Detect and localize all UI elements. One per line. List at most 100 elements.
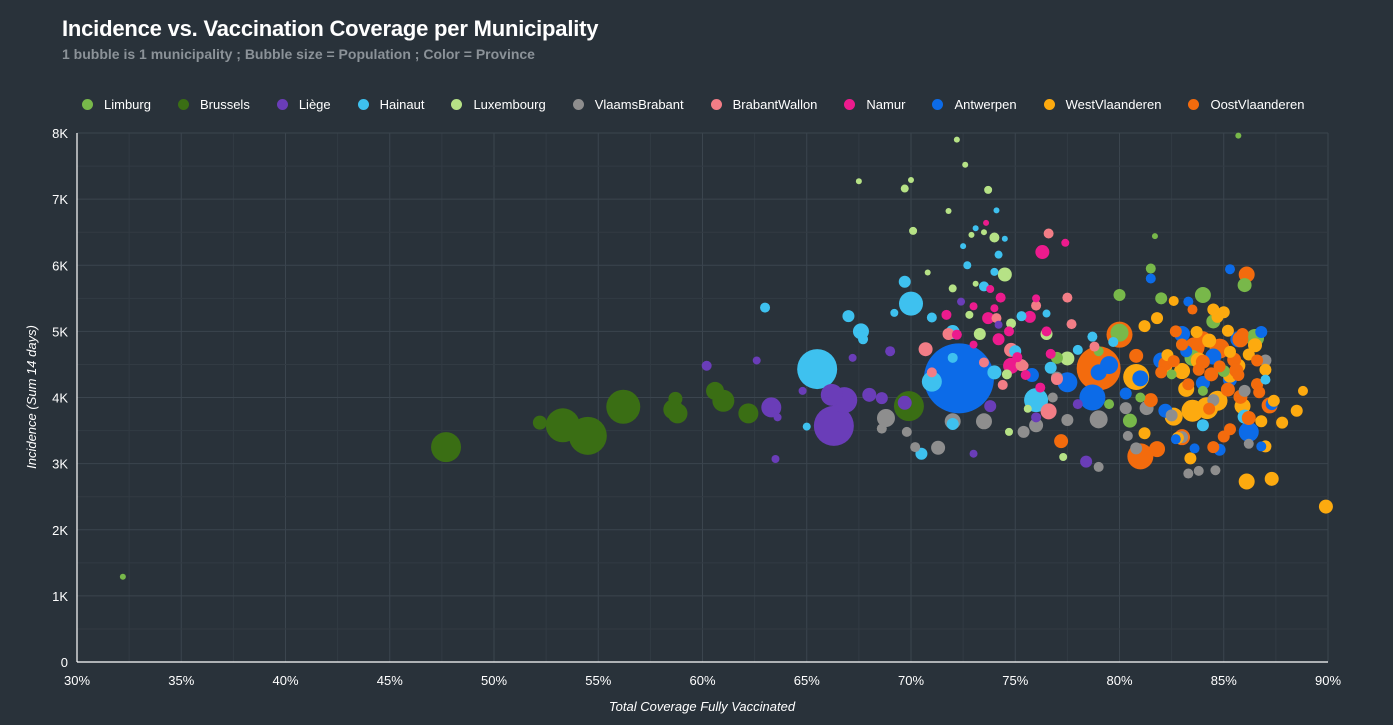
bubble-point (1197, 385, 1208, 396)
bubble-point (1062, 292, 1073, 303)
bubble-point (994, 250, 1003, 259)
bubble-point (1042, 309, 1051, 318)
legend-item[interactable]: Liège (276, 97, 331, 112)
bubble-point (1253, 386, 1266, 399)
bubble-point (1196, 419, 1209, 432)
bubble-point (984, 400, 997, 413)
bubble-point (1224, 423, 1237, 436)
legend-label: WestVlaanderen (1065, 96, 1162, 112)
bubble-point (890, 308, 899, 317)
x-axis-label: Total Coverage Fully Vaccinated (609, 699, 796, 714)
legend-swatch (1188, 98, 1200, 110)
bubble-point (991, 313, 1002, 324)
bubble-point (1238, 421, 1259, 442)
bubble-point (738, 403, 759, 424)
bubble-point (1207, 441, 1220, 454)
bubble-point (972, 280, 979, 287)
bubble-point (969, 449, 978, 458)
bubble-point (1017, 425, 1030, 438)
bubble-point (1236, 328, 1249, 341)
bubble-point (1210, 465, 1221, 476)
bubble-point (1080, 455, 1093, 468)
bubble-point (947, 352, 958, 363)
bubble-point (1090, 364, 1107, 381)
bubble-point (858, 334, 869, 345)
legend-swatch (451, 98, 463, 110)
bubble-point (931, 440, 946, 455)
y-tick-label: 8K (52, 126, 68, 141)
chart-title: Incidence vs. Vaccination Coverage per M… (62, 16, 599, 41)
bubble-point (969, 340, 978, 349)
legend-item[interactable]: Antwerpen (932, 97, 1017, 112)
bubble-point (1189, 443, 1200, 454)
legend-item[interactable]: WestVlaanderen (1043, 96, 1162, 112)
bubble-point (813, 405, 854, 446)
bubble-point (1050, 372, 1063, 385)
bubble-point (972, 225, 979, 232)
legend-item[interactable]: Brussels (177, 96, 250, 112)
bubble-point (993, 207, 1000, 214)
bubble-point (997, 379, 1008, 390)
bubble-point (1072, 399, 1083, 410)
bubble-point (969, 302, 978, 311)
bubble-point (668, 391, 683, 406)
legend-label: Brussels (199, 96, 250, 112)
bubble-point (1190, 326, 1203, 339)
bubble-point (984, 185, 993, 194)
bubble-point (1110, 323, 1129, 342)
bubble-point (978, 357, 989, 368)
legend-swatch (276, 98, 288, 110)
bubble-point (1267, 394, 1280, 407)
bubble-point (1182, 378, 1195, 391)
bubble-point (1203, 402, 1216, 415)
legend-item[interactable]: Hainaut (357, 97, 424, 112)
legend-swatch (844, 98, 856, 110)
bubble-point (960, 243, 967, 250)
bubble-point (926, 312, 937, 323)
bubble-point (1193, 465, 1204, 476)
legend-item[interactable]: BrabantWallon (710, 97, 817, 112)
bubble-point (1169, 325, 1182, 338)
bubble-point (898, 275, 911, 288)
bubble-point (1072, 344, 1083, 355)
legend-swatch (177, 98, 189, 110)
bubble-point (1119, 387, 1132, 400)
legend-item[interactable]: Luxembourg (451, 96, 546, 112)
bubble-point (924, 269, 931, 276)
y-tick-label: 7K (52, 192, 68, 207)
bubble-point (1119, 402, 1132, 415)
bubble-point (1202, 333, 1217, 348)
bubble-point (885, 346, 896, 357)
bubble-point (119, 573, 126, 580)
bubble-point (1187, 304, 1198, 315)
bubble-point (1032, 294, 1041, 303)
bubble-point (1129, 348, 1144, 363)
bubble-point (1135, 392, 1146, 403)
legend-item[interactable]: Limburg (82, 97, 151, 112)
bubble-point (1061, 238, 1070, 247)
bubble-point (1001, 369, 1012, 380)
bubble-point (899, 291, 923, 316)
bubble-point (973, 328, 986, 341)
bubble-point (1040, 403, 1057, 420)
legend-label: Limburg (104, 96, 151, 112)
bubble-point (1238, 473, 1255, 490)
x-tick-label: 75% (1002, 673, 1028, 688)
bubble-point (1113, 289, 1126, 302)
legend-swatch (82, 98, 93, 110)
legend-label: Luxembourg (473, 96, 546, 112)
bubble-point (1122, 430, 1133, 441)
bubble-point (1138, 320, 1151, 333)
bubble-point (1237, 278, 1252, 293)
legend-item[interactable]: VlaamsBrabant (572, 97, 684, 112)
x-tick-label: 45% (377, 673, 403, 688)
legend-item[interactable]: OostVlaanderen (1188, 97, 1304, 112)
legend-item[interactable]: Namur (844, 97, 905, 112)
bubble-point (990, 267, 999, 276)
bubble-point (1166, 369, 1177, 380)
bubble-point (1225, 264, 1236, 275)
bubble-point (994, 320, 1003, 329)
x-tick-label: 60% (689, 673, 715, 688)
chart-subtitle: 1 bubble is 1 municipality ; Bubble size… (62, 46, 535, 62)
bubble-point (761, 397, 782, 418)
